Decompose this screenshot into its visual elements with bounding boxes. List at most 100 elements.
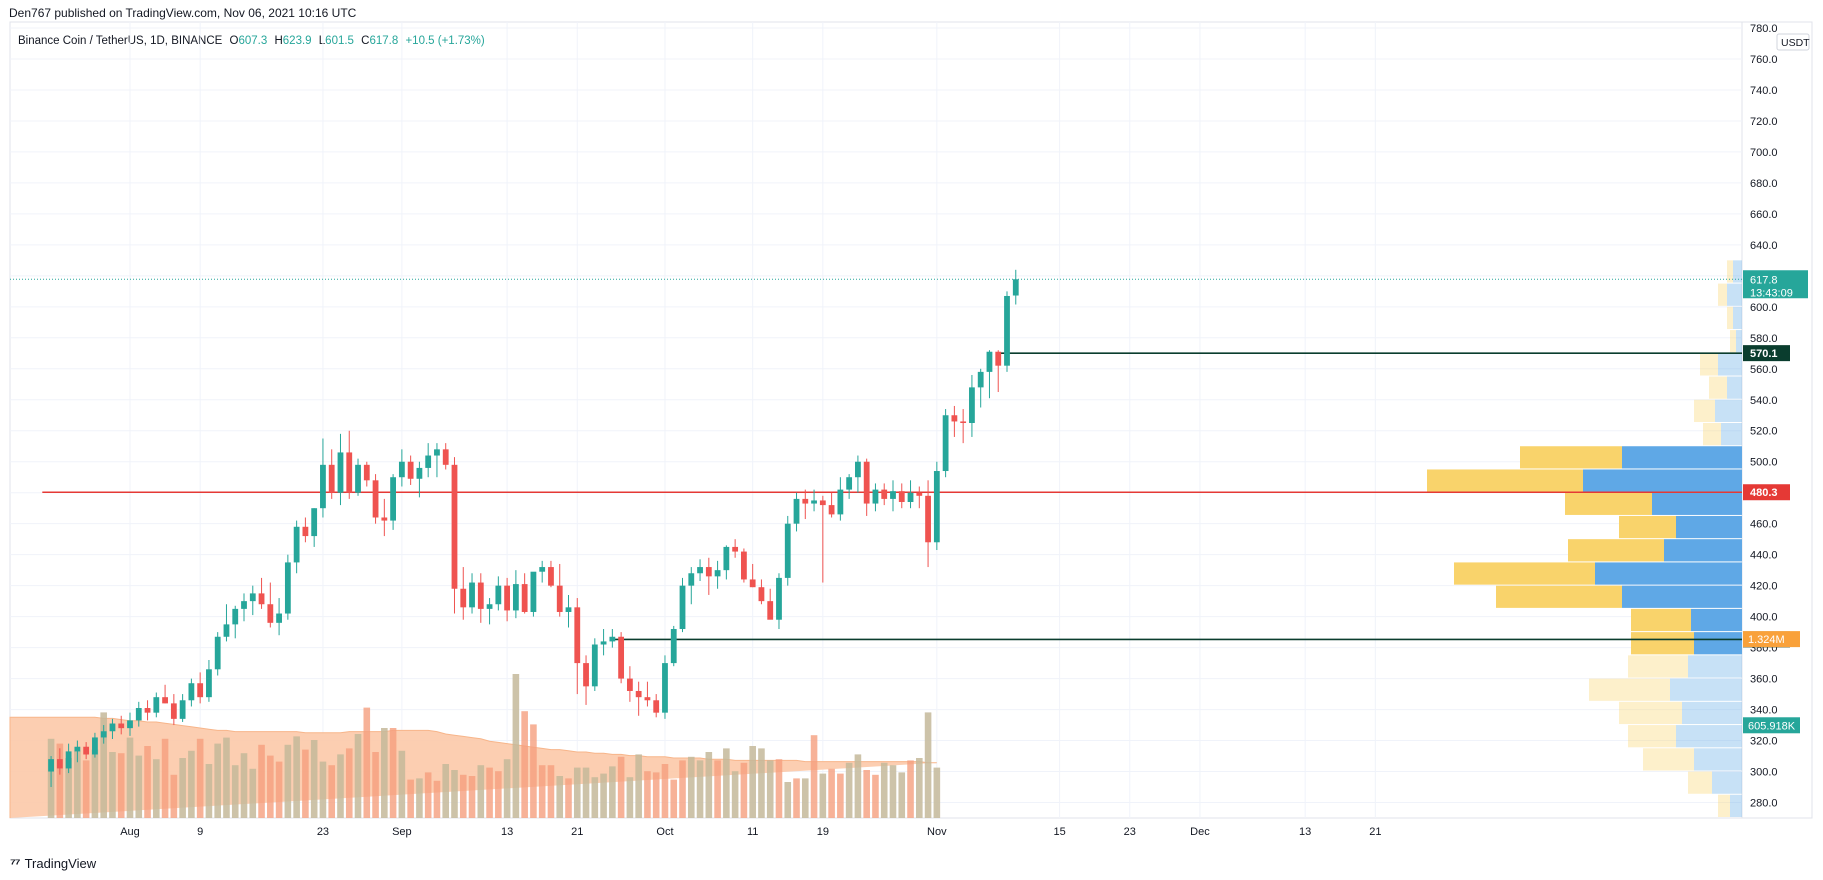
y-tick-label: 780.0 <box>1750 23 1778 35</box>
volume-bar <box>740 762 748 818</box>
vp-down-bar <box>1664 539 1742 562</box>
candle-body <box>609 636 616 642</box>
volume-bar <box>530 724 537 818</box>
volume-bar <box>837 773 844 818</box>
volume-bar <box>188 750 195 818</box>
candle-body <box>626 678 633 691</box>
volume-badge <box>1743 631 1800 648</box>
volume-bar <box>591 777 599 818</box>
open-value: 607.3 <box>238 35 268 47</box>
y-tick-label: 320.0 <box>1750 736 1778 748</box>
candle-body <box>162 697 168 704</box>
candle-body <box>635 690 642 698</box>
volume-bar <box>547 765 555 818</box>
candle-body <box>153 697 160 713</box>
candle-body <box>530 571 537 612</box>
vp-up-bar <box>1703 423 1721 446</box>
vp-up-bar <box>1496 585 1622 608</box>
x-tick-label: Dec <box>1190 826 1210 838</box>
level-badge <box>1743 484 1790 501</box>
vp-down-bar <box>1670 678 1742 701</box>
volume-bar <box>74 750 81 818</box>
candle-body <box>241 601 247 609</box>
vp-down-bar <box>1715 399 1742 422</box>
x-tick-label: 23 <box>1124 826 1136 838</box>
x-tick-label: 9 <box>197 826 203 838</box>
candle-body <box>355 464 361 493</box>
candle-body <box>670 629 677 664</box>
vp-down-bar <box>1682 701 1742 725</box>
volume-badge <box>1743 717 1800 734</box>
low-label: L <box>318 35 326 47</box>
candle-body <box>898 491 905 502</box>
footer-logo-text: TradingView <box>24 855 97 871</box>
candle-body <box>170 703 177 719</box>
candle-body <box>846 477 853 490</box>
volume-bar <box>442 764 450 818</box>
volume-bar <box>582 767 590 818</box>
volume-bar <box>538 765 546 818</box>
volume-bar <box>898 772 906 818</box>
y-tick-label: 420.0 <box>1750 581 1778 593</box>
x-tick-label: Oct <box>656 826 673 838</box>
volume-bar <box>170 774 178 818</box>
price-axis-panel <box>1741 21 1813 819</box>
price-badge-value: 617.8 <box>1750 274 1778 286</box>
x-tick-label: 13 <box>501 826 513 838</box>
volume-bar <box>310 740 318 818</box>
y-tick-label: 500.0 <box>1750 457 1778 469</box>
volume-bar <box>828 768 835 818</box>
candle-body <box>828 505 835 515</box>
vp-up-bar <box>1619 701 1682 725</box>
volume-bar <box>135 755 143 818</box>
volume-bar <box>284 744 292 818</box>
vp-up-bar <box>1631 632 1694 655</box>
vp-up-bar <box>1718 283 1727 306</box>
candle-body <box>293 526 300 563</box>
volume-bar <box>652 772 660 818</box>
candle-body <box>732 546 739 552</box>
y-tick-label: 640.0 <box>1750 240 1778 252</box>
vp-down-bar <box>1712 771 1742 794</box>
volume-bar <box>644 771 651 818</box>
candle-body <box>390 477 396 521</box>
volume-bar <box>117 753 125 818</box>
candle-body <box>723 546 730 571</box>
candle-body <box>451 464 458 589</box>
volume-bar <box>477 765 485 818</box>
volume-bar <box>670 779 678 818</box>
volume-bar <box>600 773 607 818</box>
x-tick-label: 15 <box>1053 826 1065 838</box>
volume-bar <box>933 767 941 818</box>
volume-bar <box>459 774 467 818</box>
y-tick-label: 740.0 <box>1750 85 1778 97</box>
chart-frame <box>9 21 1743 819</box>
candle-body <box>100 731 107 738</box>
candle-body <box>512 584 519 611</box>
x-tick-label: 23 <box>317 826 329 838</box>
y-tick-label: 440.0 <box>1750 550 1778 562</box>
volume-bar <box>556 776 564 818</box>
low-value: 601.5 <box>325 35 354 47</box>
candle-body <box>574 607 581 664</box>
volume-bar <box>231 765 239 818</box>
volume-profile <box>1427 260 1742 817</box>
y-tick-label: 540.0 <box>1750 395 1778 407</box>
x-tick-label: 21 <box>1369 826 1381 838</box>
candle-body <box>758 587 765 602</box>
close-label: C <box>361 35 370 47</box>
volume-bar <box>363 707 371 818</box>
candle-body <box>539 567 546 572</box>
candle-body <box>486 604 493 609</box>
candle-body <box>1004 295 1010 366</box>
volume-bar <box>451 770 458 818</box>
candle-body <box>565 607 572 612</box>
open-label: O <box>229 35 239 47</box>
volume-bar <box>179 758 186 818</box>
y-tick-label: 280.0 <box>1750 798 1778 810</box>
volume-bar <box>775 759 783 818</box>
volume-bar <box>249 768 257 818</box>
volume-bar <box>240 753 248 818</box>
vp-up-bar <box>1718 794 1730 817</box>
